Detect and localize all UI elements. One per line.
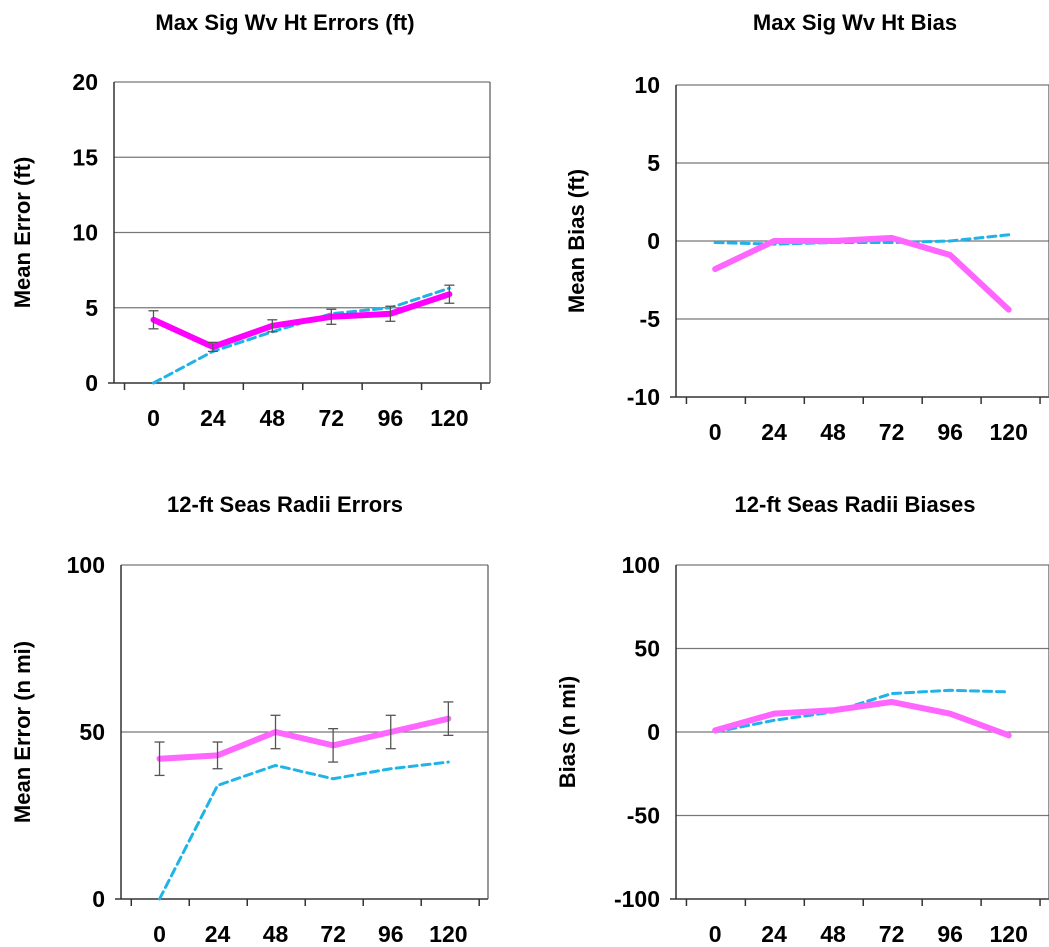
y-tick-label: 10 (634, 72, 660, 98)
y-tick-label: 15 (72, 144, 98, 170)
chart-title: Max Sig Wv Ht Bias (753, 10, 957, 35)
y-tick-label: 50 (79, 719, 105, 745)
chart-title: 12-ft Seas Radii Biases (735, 492, 976, 517)
y-tick-label: 20 (72, 69, 98, 95)
x-tick-label: 0 (709, 419, 722, 445)
x-tick-label: 24 (761, 921, 787, 947)
x-tick-label: 24 (205, 921, 231, 947)
x-tick-label: 48 (820, 921, 846, 947)
series-line-solid (712, 234, 1012, 313)
y-tick-label: 50 (634, 636, 660, 662)
chart-panel-2: Max Sig Wv Ht Bias Mean Bias (ft) -10 -5 0 5 1… (564, 10, 1049, 445)
x-tick-label: 96 (378, 921, 404, 947)
series-line-dashed (158, 760, 450, 901)
x-tick-label: 120 (430, 405, 468, 431)
y-axis-label: Bias (n mi) (555, 676, 580, 788)
y-tick-label: 100 (622, 552, 660, 578)
x-tick-label: 72 (879, 921, 905, 947)
chart-title: 12-ft Seas Radii Errors (167, 492, 403, 517)
y-tick-label: 0 (85, 370, 98, 396)
x-tick-label: 48 (259, 405, 285, 431)
x-tick-label: 72 (319, 405, 345, 431)
x-tick-label: 72 (879, 419, 905, 445)
y-tick-label: 0 (92, 886, 105, 912)
y-tick-label: 0 (647, 228, 660, 254)
y-tick-label: 0 (647, 719, 660, 745)
series-line-solid (150, 291, 453, 350)
y-tick-label: 5 (85, 295, 98, 321)
y-tick-label: -10 (627, 384, 660, 410)
y-axis-label: Mean Error (ft) (10, 157, 35, 309)
x-tick-label: 24 (200, 405, 226, 431)
series-line-dashed (151, 286, 451, 385)
y-axis-label: Mean Bias (ft) (564, 169, 589, 313)
x-tick-label: 96 (937, 921, 963, 947)
x-tick-label: 0 (709, 921, 722, 947)
series-line-dashed (713, 233, 1011, 246)
chart-panel-1: Max Sig Wv Ht Errors (ft) Mean Error (ft)… (10, 10, 491, 431)
series-line-solid (156, 715, 452, 762)
chart-title: Max Sig Wv Ht Errors (ft) (155, 10, 414, 35)
y-tick-label: 5 (647, 150, 660, 176)
y-tick-label: -100 (614, 886, 660, 912)
x-tick-label: 120 (990, 921, 1028, 947)
x-tick-label: 120 (990, 419, 1028, 445)
x-tick-label: 72 (320, 921, 346, 947)
y-axis-label: Mean Error (n mi) (10, 641, 35, 823)
x-tick-label: 24 (761, 419, 787, 445)
series-line-solid (712, 698, 1012, 739)
chart-panel-3: 12-ft Seas Radii Errors Mean Error (n mi)… (10, 492, 489, 947)
x-tick-label: 0 (147, 405, 160, 431)
x-tick-label: 0 (153, 921, 166, 947)
series-line-dashed (713, 688, 1011, 734)
x-tick-label: 120 (429, 921, 467, 947)
y-tick-label: -5 (640, 306, 661, 332)
y-tick-label: -50 (627, 803, 660, 829)
x-tick-label: 96 (378, 405, 404, 431)
x-tick-label: 96 (937, 419, 963, 445)
chart-panel-4: 12-ft Seas Radii Biases Bias (n mi) -100 -5… (555, 492, 1049, 947)
x-tick-label: 48 (263, 921, 289, 947)
x-tick-label: 48 (820, 419, 846, 445)
y-tick-label: 100 (67, 552, 105, 578)
y-tick-label: 10 (72, 220, 98, 246)
